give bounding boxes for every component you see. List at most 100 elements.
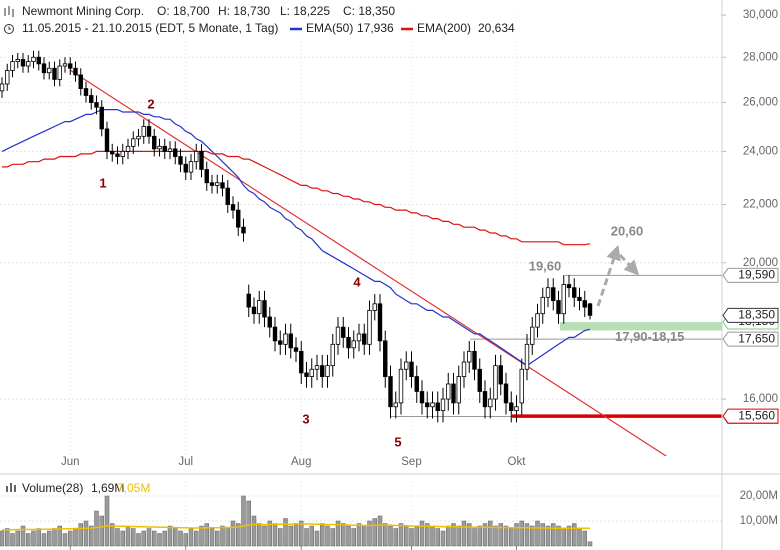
volume-bar xyxy=(99,515,104,547)
volume-bar xyxy=(472,528,477,547)
candle-body xyxy=(278,340,283,345)
candle-body xyxy=(20,59,26,67)
candle-layer xyxy=(0,50,593,547)
chart-title: Newmont Mining Corp. xyxy=(22,4,144,18)
candle-body xyxy=(251,306,257,315)
volume-avg-label: 7,05M xyxy=(117,481,150,495)
ohlc-close: C: 18,350 xyxy=(343,4,395,18)
candle-body xyxy=(167,148,173,152)
volume-bar xyxy=(57,525,62,547)
candle-body xyxy=(435,402,440,412)
volume-bar xyxy=(304,528,309,547)
candle-body xyxy=(293,347,299,352)
candle-body xyxy=(482,391,488,408)
candle-body xyxy=(0,83,5,92)
volume-bar xyxy=(89,525,94,547)
ema-line xyxy=(2,150,591,246)
y-tick-label: 22,000 xyxy=(743,199,778,211)
price-note: 20,60 xyxy=(611,223,644,238)
volume-bar xyxy=(146,528,152,547)
candle-body xyxy=(314,365,320,370)
candle-body xyxy=(131,138,136,147)
volume-bar xyxy=(41,533,47,547)
volume-bar xyxy=(36,528,41,547)
volume-bar xyxy=(83,520,89,547)
candle-body xyxy=(320,365,325,377)
candle-body xyxy=(209,182,215,186)
price-tag xyxy=(722,307,779,323)
y-tick-label: 20,000 xyxy=(743,257,778,269)
candle-body xyxy=(488,398,493,408)
x-tick-label: Sep xyxy=(401,456,421,468)
candle-body xyxy=(566,284,572,289)
x-tick-label: Jun xyxy=(61,456,80,468)
volume-bar xyxy=(377,515,383,547)
candle-body xyxy=(220,182,225,189)
volume-bar xyxy=(351,528,356,547)
volume-bar xyxy=(62,533,68,547)
candle-body xyxy=(157,145,162,150)
legend-value: 17,936 xyxy=(357,21,394,35)
legend-label: EMA(200) xyxy=(417,21,471,35)
volume-bar xyxy=(493,525,498,547)
candle-body xyxy=(230,204,236,211)
level-layer xyxy=(390,274,722,418)
candle-body xyxy=(414,376,419,392)
volume-bar xyxy=(446,525,451,547)
volume-bar xyxy=(220,525,225,547)
candle-body xyxy=(283,333,288,345)
candle-body xyxy=(62,63,68,67)
volume-bar xyxy=(5,528,10,547)
candle-body xyxy=(472,350,477,370)
candle-body xyxy=(52,67,57,80)
date-range: 11.05.2015 - 21.10.2015 (EDT, 5 Monate, … xyxy=(22,21,278,35)
volume-bar xyxy=(430,525,435,547)
volume-bar xyxy=(110,523,115,547)
volume-bar xyxy=(503,525,509,547)
volume-bar xyxy=(330,528,335,547)
candle-body xyxy=(372,303,377,311)
candle-body xyxy=(398,368,404,404)
candle-body xyxy=(467,350,472,363)
candle-body xyxy=(430,402,435,408)
volume-bar xyxy=(388,525,393,547)
volume-bar xyxy=(20,525,26,547)
candle-body xyxy=(104,128,110,152)
volume-bar xyxy=(566,525,572,547)
candle-body xyxy=(524,343,530,370)
volume-bar xyxy=(456,525,461,547)
candle-body xyxy=(304,372,309,377)
candle-body xyxy=(47,67,52,74)
candle-body xyxy=(556,300,561,315)
candle-body xyxy=(199,150,204,170)
y-tick-label: 24,000 xyxy=(743,145,778,157)
candle-body xyxy=(241,226,246,234)
candle-body xyxy=(136,135,141,140)
volume-bar xyxy=(488,520,493,547)
candle-body xyxy=(367,309,372,345)
volume-bar xyxy=(477,525,482,547)
candle-body xyxy=(309,368,314,377)
candle-body xyxy=(577,296,582,301)
candle-body xyxy=(451,383,456,404)
volume-bar xyxy=(251,515,257,547)
volume-bar xyxy=(514,523,519,547)
trendline xyxy=(69,69,668,456)
volume-bar xyxy=(15,530,20,547)
volume-bar xyxy=(10,533,15,547)
volume-bar xyxy=(73,528,78,547)
candle-body xyxy=(356,333,362,342)
candle-body xyxy=(225,187,230,205)
candle-body xyxy=(257,300,262,315)
candle-body xyxy=(299,350,304,374)
volume-bar xyxy=(162,530,167,547)
candle-body xyxy=(125,145,131,152)
candle-body xyxy=(152,135,157,150)
candle-body xyxy=(115,153,120,157)
volume-bar xyxy=(26,533,31,547)
candle-body xyxy=(110,150,115,155)
legend-label: EMA(50) xyxy=(306,21,353,35)
candle-body xyxy=(493,365,498,400)
candle-body xyxy=(5,70,10,85)
volume-bar xyxy=(131,528,136,547)
